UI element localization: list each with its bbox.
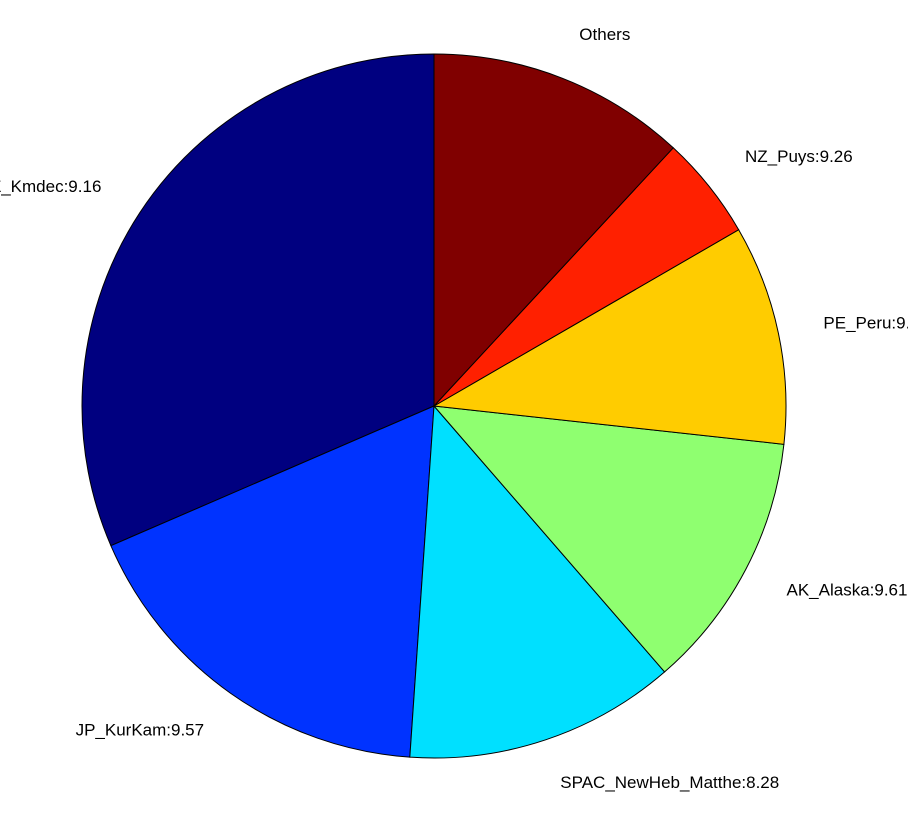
pie-label-3: AK_Alaska:9.61 xyxy=(787,580,908,599)
pie-slice-4 xyxy=(432,229,787,445)
pie-label-0: NZ_Kmdec:9.16 xyxy=(0,177,101,196)
pie-label-4: PE_Peru:9.7 xyxy=(823,313,908,332)
pie-slices xyxy=(81,53,787,759)
pie-label-1: JP_KurKam:9.57 xyxy=(76,720,205,739)
pie-slice-1 xyxy=(110,405,435,758)
pie-label-6: Others xyxy=(579,25,630,44)
pie-label-2: SPAC_NewHeb_Matthe:8.28 xyxy=(560,773,779,792)
pie-label-5: NZ_Puys:9.26 xyxy=(745,147,853,166)
pie-slice-0 xyxy=(81,53,435,547)
pie-slice-3 xyxy=(432,405,785,673)
pie-slice-2 xyxy=(409,404,666,759)
pie-slice-6 xyxy=(433,53,674,408)
pie-labels: NZ_Kmdec:9.16 JP_KurKam:9.57 SPAC_NewHeb_M… xyxy=(0,25,908,792)
